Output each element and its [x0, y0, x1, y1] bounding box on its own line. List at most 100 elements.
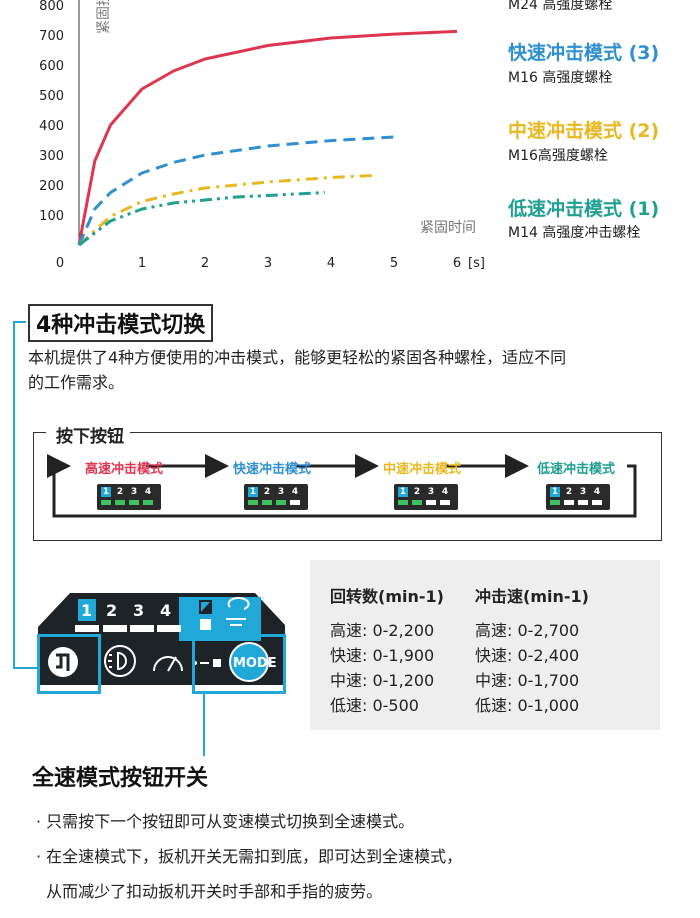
indicator-digit: 4 [144, 487, 152, 497]
x-tick-label: 1 [138, 256, 146, 271]
indicator-digit: 3 [130, 487, 138, 497]
mode-label-fast: 快速冲击模式 [233, 462, 312, 477]
indicator-bar [426, 500, 436, 505]
indicator-digit: 4 [291, 487, 299, 497]
indicator-digit: 2 [413, 487, 421, 497]
svg-text:2: 2 [106, 601, 117, 620]
legend-low-mode: 低速冲击模式 (1) [508, 198, 660, 220]
svg-text:3: 3 [133, 601, 144, 620]
legend-bolt-m24: M24 高强度螺栓 [508, 0, 613, 13]
indicator-digit: 3 [427, 487, 435, 497]
speed-table [310, 560, 660, 730]
y-tick-label: 400 [39, 119, 64, 134]
indicator-digit: 1 [248, 487, 258, 497]
legend-bolt-fast: M16 高强度螺栓 [508, 70, 613, 86]
bullet-2: · 在全速模式下，扳机开关无需扣到底，即可达到全速模式， [36, 847, 463, 866]
mode-callout-line [203, 692, 205, 756]
indicator-digit: 1 [550, 487, 560, 497]
x-tick-label: 4 [327, 256, 335, 271]
svg-text:1: 1 [81, 601, 92, 620]
indicator-bar [290, 500, 300, 505]
impact-mode-button[interactable] [48, 647, 78, 677]
indicator-digit: 4 [593, 487, 601, 497]
description-line-1: 本机提供了4种方便使用的冲击模式，能够更轻松的紧固各种螺栓，适应不同 [28, 348, 567, 367]
indicator-bar [398, 500, 408, 505]
x-tick-labels: 0 1 2 3 4 5 6 [56, 256, 461, 271]
section-title-full-speed: 全速模式按钮开关 [32, 766, 209, 791]
ipm-fast: 快速: 0-2,400 [475, 646, 580, 665]
indicator-digit: 2 [565, 487, 573, 497]
full-speed-mode-icon [199, 600, 212, 630]
indicator-digit: 1 [398, 487, 408, 497]
rpm-low: 低速: 0-500 [330, 696, 419, 715]
rpm-header: 回转数(min-1) [330, 587, 444, 606]
x-tick-label: 3 [264, 256, 272, 271]
x-axis-unit: [s] [468, 256, 485, 271]
bullet-3: 从而减少了扣动扳机开关时手部和手指的疲劳。 [36, 882, 383, 901]
indicator-bar [578, 500, 588, 505]
torque-chart: 100 200 300 400 500 600 700 800 0 1 2 3 4 5 6 紧固扭 紧固时… [39, 0, 485, 271]
svg-text:4: 4 [160, 601, 171, 620]
digit-indicator-4: 4 [157, 601, 181, 632]
indicator-bar [440, 500, 450, 505]
bullet-1: · 只需按下一个按钮即可从变速模式切换到全速模式。 [36, 812, 415, 831]
mode-switch-box [33, 432, 662, 541]
digit-indicator-2: 2 [103, 601, 127, 632]
legend-fast-mode: 快速冲击模式 (3) [508, 42, 660, 64]
ipm-medium: 中速: 0-1,700 [475, 671, 580, 690]
indicator-digit: 2 [263, 487, 271, 497]
rpm-high: 高速: 0-2,200 [330, 621, 435, 640]
mode-label-low: 低速冲击模式 [537, 462, 616, 477]
rpm-fast: 快速: 0-1,900 [330, 646, 435, 665]
svg-text:MODE: MODE [233, 656, 277, 671]
y-tick-labels: 100 200 300 400 500 600 700 800 [39, 0, 64, 224]
indicator-bar [276, 500, 286, 505]
indicator-bar [129, 500, 139, 505]
y-tick-label: 500 [39, 89, 64, 104]
x-tick-label: 5 [390, 256, 398, 271]
series-line-4 [78, 191, 325, 247]
indicator-digit: 4 [441, 487, 449, 497]
digit-indicator-1: 1 [75, 599, 99, 632]
mode-label-high: 高速冲击模式 [85, 462, 164, 477]
x-axis-label: 紧固时间 [420, 220, 476, 236]
y-tick-label: 600 [39, 59, 64, 74]
x-tick-label: 0 [56, 256, 64, 271]
reverse-rotation-icon [226, 596, 250, 626]
indicator-bar [564, 500, 574, 505]
ipm-header: 冲击速(min-1) [475, 587, 589, 606]
impact-button-highlight [37, 634, 101, 694]
y-tick-label: 700 [39, 29, 64, 44]
indicator-digit: 2 [116, 487, 124, 497]
indicator-digit: 1 [101, 487, 111, 497]
speed-gauge-icon [153, 656, 183, 672]
indicator-bar [262, 500, 272, 505]
series-line-2 [77, 135, 395, 246]
x-tick-label: 2 [201, 256, 209, 271]
indicator-bar [412, 500, 422, 505]
digit-indicator-3: 3 [130, 601, 154, 632]
ipm-low: 低速: 0-1,000 [475, 696, 580, 715]
indicator-bar [550, 500, 560, 505]
light-button[interactable] [104, 645, 136, 677]
legend-bolt-medium: M16高强度螺栓 [508, 148, 608, 164]
indicator-digit: 3 [579, 487, 587, 497]
callout-connector [13, 321, 40, 669]
legend-bolt-low: M14 高强度冲击螺栓 [508, 225, 641, 241]
indicator-digit: 3 [277, 487, 285, 497]
y-axis-label: 紧固扭 [96, 0, 112, 34]
y-tick-label: 800 [39, 0, 64, 14]
description-line-2: 的工作需求。 [28, 373, 125, 392]
section-description: 本机提供了4种方便使用的冲击模式，能够更轻松的紧固各种螺栓，适应不同 的工作需求… [28, 345, 678, 395]
y-tick-label: 300 [39, 149, 64, 164]
rpm-medium: 中速: 0-1,200 [330, 671, 435, 690]
mode-button-highlight [192, 634, 286, 694]
indicator-bar [143, 500, 153, 505]
mode-button[interactable]: MODE [229, 642, 277, 682]
indicator-bar [115, 500, 125, 505]
control-panel: 1 2 3 4 MODE [38, 593, 285, 685]
